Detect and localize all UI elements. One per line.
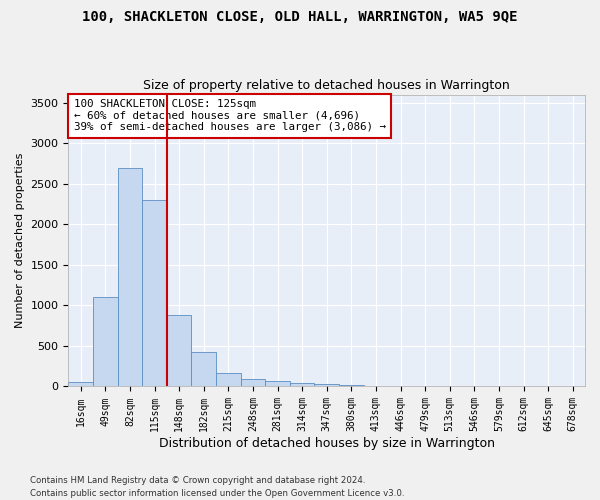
X-axis label: Distribution of detached houses by size in Warrington: Distribution of detached houses by size … [159, 437, 495, 450]
Text: 100 SHACKLETON CLOSE: 125sqm
← 60% of detached houses are smaller (4,696)
39% of: 100 SHACKLETON CLOSE: 125sqm ← 60% of de… [74, 99, 386, 132]
Bar [68, 382, 93, 386]
Y-axis label: Number of detached properties: Number of detached properties [15, 153, 25, 328]
Text: 100, SHACKLETON CLOSE, OLD HALL, WARRINGTON, WA5 9QE: 100, SHACKLETON CLOSE, OLD HALL, WARRING… [82, 10, 518, 24]
Bar [93, 298, 118, 386]
Bar [142, 200, 167, 386]
Bar [265, 381, 290, 386]
Bar [314, 384, 339, 386]
Bar [191, 352, 216, 386]
Bar [241, 379, 265, 386]
Bar [216, 374, 241, 386]
Bar [167, 315, 191, 386]
Bar [290, 383, 314, 386]
Bar [118, 168, 142, 386]
Text: Contains HM Land Registry data © Crown copyright and database right 2024.
Contai: Contains HM Land Registry data © Crown c… [30, 476, 404, 498]
Title: Size of property relative to detached houses in Warrington: Size of property relative to detached ho… [143, 79, 510, 92]
